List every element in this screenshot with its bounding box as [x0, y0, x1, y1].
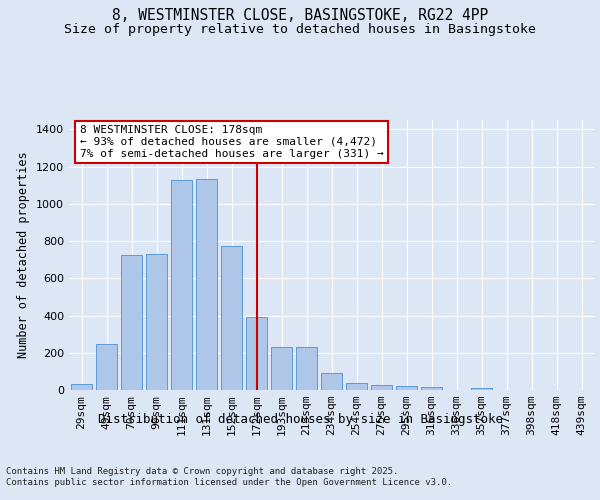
- Bar: [246, 318, 267, 390]
- Bar: [396, 386, 417, 390]
- Bar: [96, 344, 117, 390]
- Bar: [196, 178, 217, 390]
- Bar: [296, 347, 317, 390]
- Text: 8, WESTMINSTER CLOSE, BASINGSTOKE, RG22 4PP: 8, WESTMINSTER CLOSE, BASINGSTOKE, RG22 …: [112, 8, 488, 22]
- Bar: [121, 255, 142, 390]
- Bar: [421, 386, 442, 390]
- Bar: [471, 388, 492, 390]
- Bar: [146, 254, 167, 390]
- Bar: [371, 386, 392, 390]
- Y-axis label: Number of detached properties: Number of detached properties: [17, 152, 31, 358]
- Bar: [71, 384, 92, 390]
- Text: 8 WESTMINSTER CLOSE: 178sqm
← 93% of detached houses are smaller (4,472)
7% of s: 8 WESTMINSTER CLOSE: 178sqm ← 93% of det…: [79, 126, 383, 158]
- Text: Contains HM Land Registry data © Crown copyright and database right 2025.
Contai: Contains HM Land Registry data © Crown c…: [6, 468, 452, 487]
- Bar: [271, 347, 292, 390]
- Bar: [171, 180, 192, 390]
- Bar: [221, 246, 242, 390]
- Bar: [346, 384, 367, 390]
- Text: Distribution of detached houses by size in Basingstoke: Distribution of detached houses by size …: [97, 412, 503, 426]
- Bar: [321, 373, 342, 390]
- Text: Size of property relative to detached houses in Basingstoke: Size of property relative to detached ho…: [64, 22, 536, 36]
